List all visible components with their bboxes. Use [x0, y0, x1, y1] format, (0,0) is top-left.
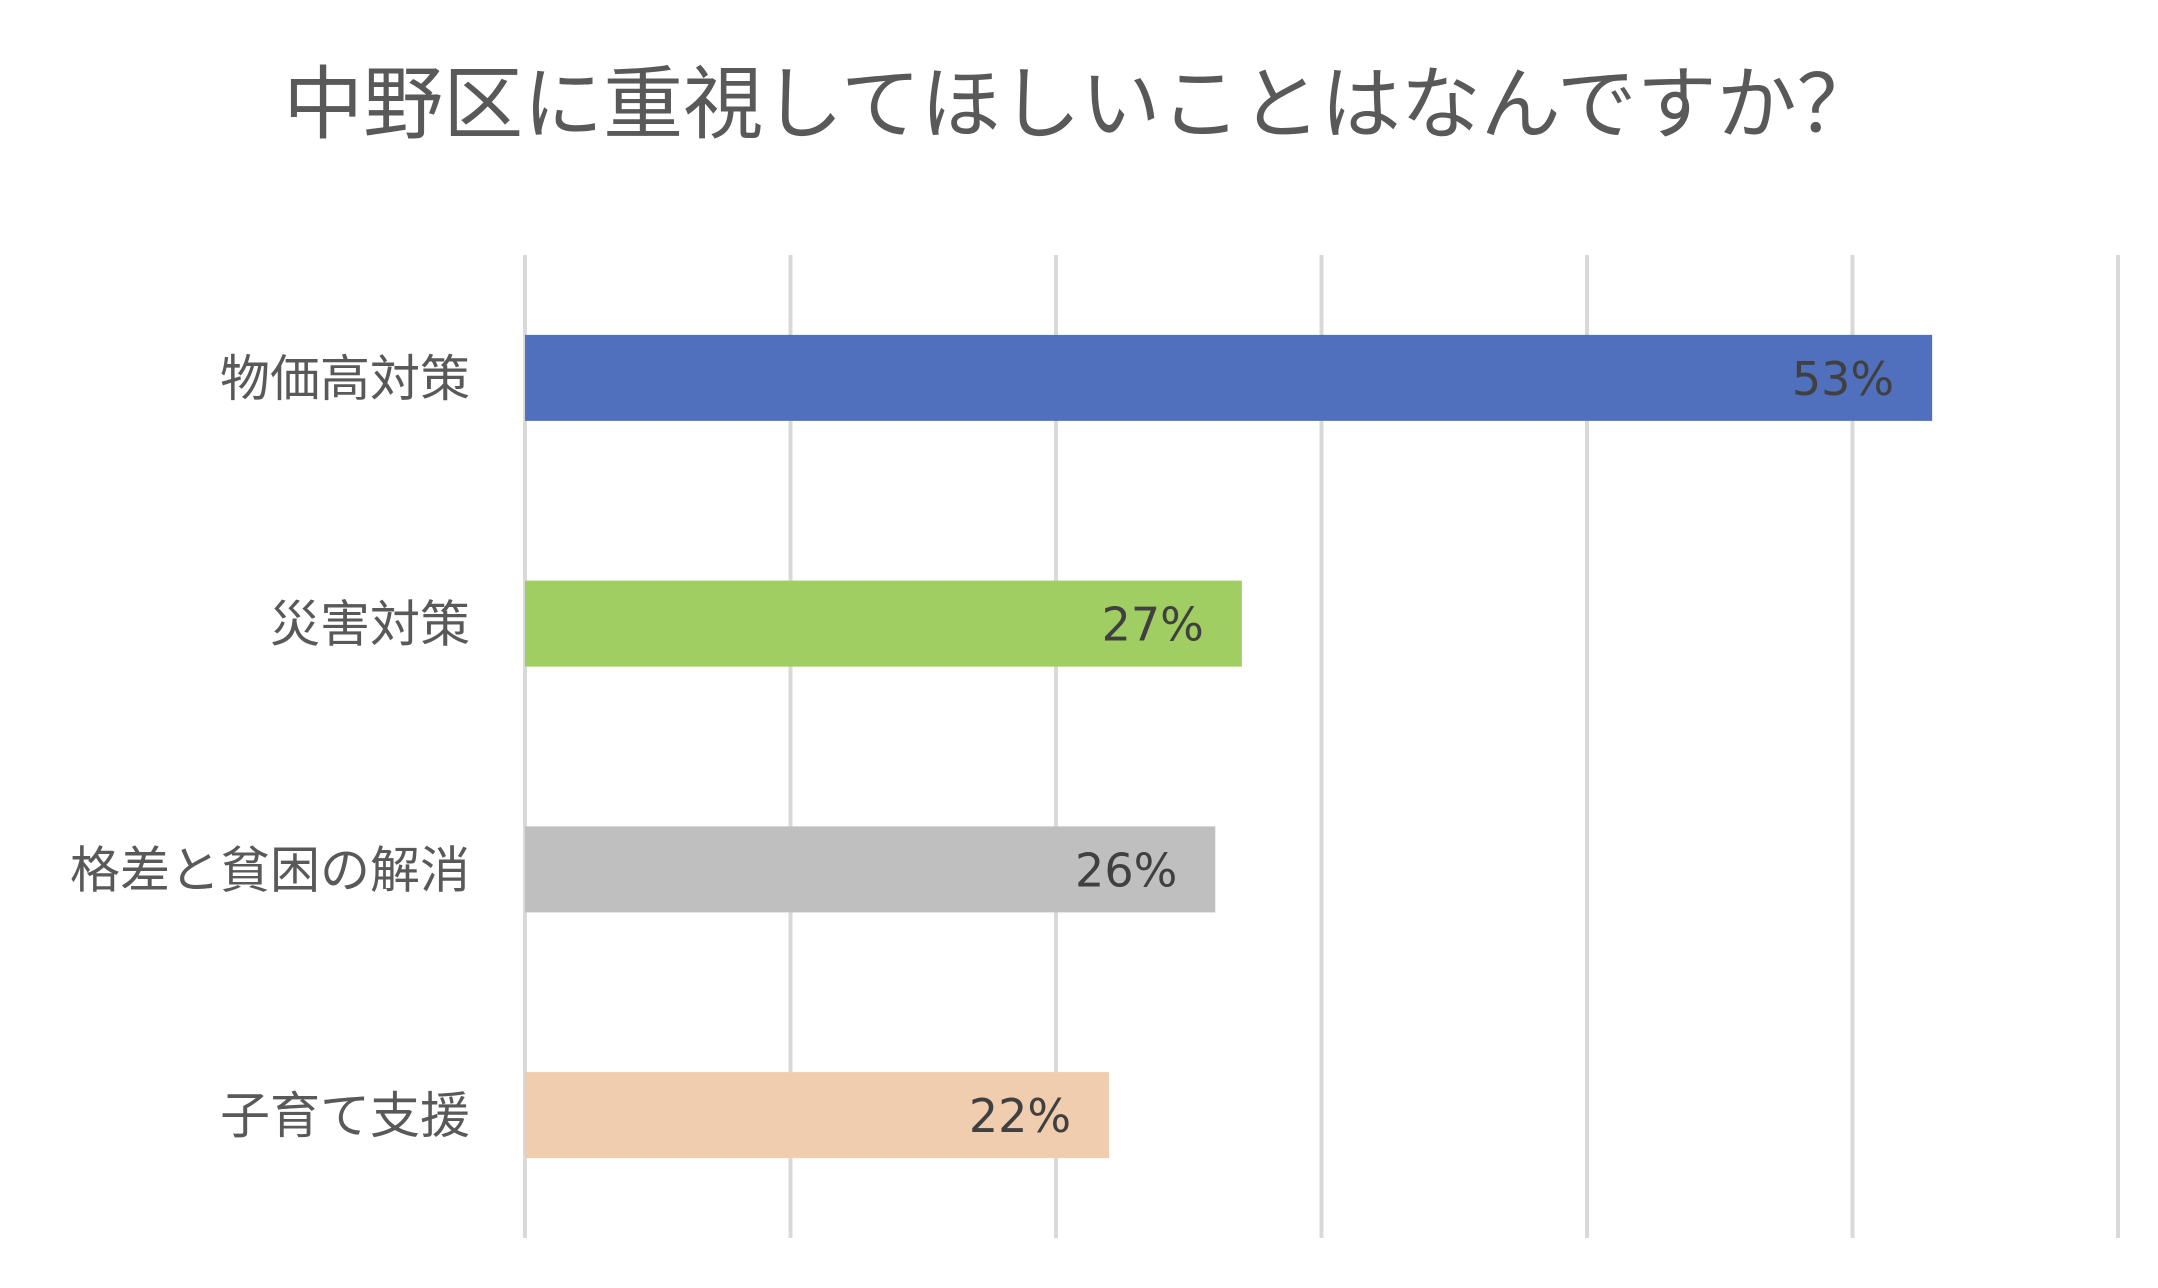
chart-title: 中野区に重視してほしいことはなんですか？	[283, 58, 1877, 151]
category-label: 格差と貧困の解消	[70, 841, 470, 899]
data-label: 53%	[1792, 352, 1894, 406]
bar	[525, 580, 1242, 667]
data-label: 26%	[1075, 843, 1177, 897]
category-label: 災害対策	[270, 596, 470, 654]
bar	[525, 334, 1933, 421]
bar	[525, 1072, 1110, 1159]
value-labels: 53% 27% 26% 22%	[969, 352, 1894, 1143]
category-label: 物価高対策	[220, 350, 470, 408]
data-label: 22%	[969, 1089, 1071, 1143]
bar	[525, 826, 1216, 913]
category-label: 子育て支援	[220, 1087, 470, 1145]
bars	[525, 334, 1933, 1159]
data-label: 27%	[1102, 598, 1204, 652]
